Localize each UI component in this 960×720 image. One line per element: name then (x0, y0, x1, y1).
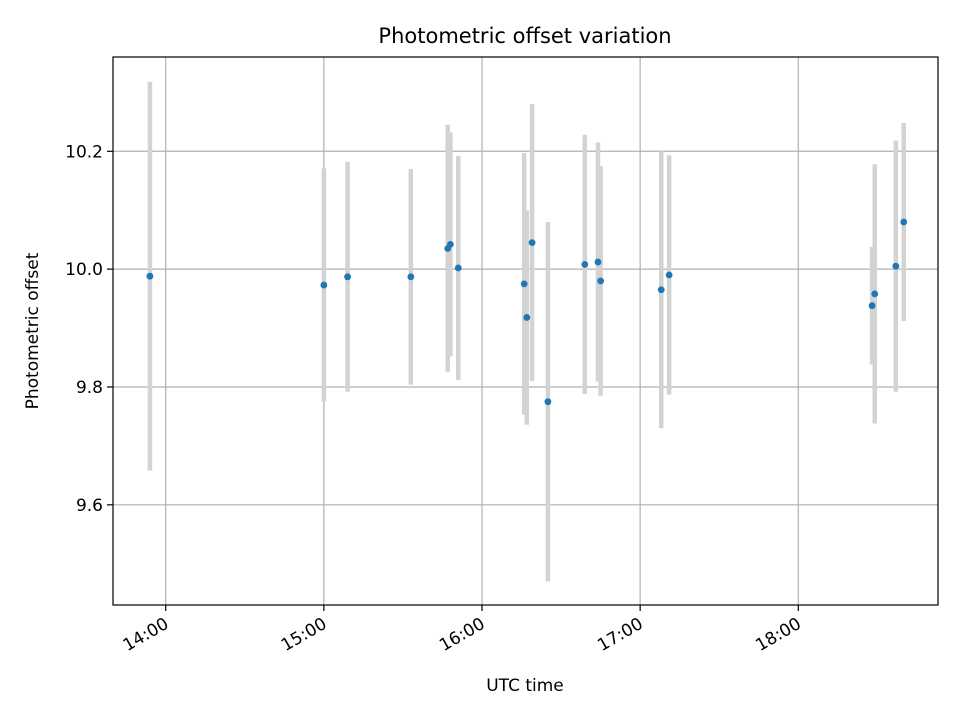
data-point (892, 262, 900, 270)
data-point (407, 273, 415, 281)
data-point (446, 240, 454, 248)
data-point (868, 302, 876, 310)
y-tick-label: 10.2 (65, 142, 103, 162)
chart-title: Photometric offset variation (378, 24, 671, 48)
data-point (597, 277, 605, 285)
data-point (900, 218, 908, 226)
data-point (871, 290, 879, 298)
data-point (528, 239, 536, 247)
data-point (523, 314, 531, 321)
data-points (146, 218, 908, 406)
data-point (454, 264, 462, 272)
y-tick-label: 10.0 (65, 260, 103, 280)
data-point (544, 398, 552, 406)
y-axis-label: Photometric offset (23, 252, 43, 409)
y-tick-label: 9.8 (76, 378, 103, 398)
data-point (520, 280, 528, 288)
data-point (581, 261, 589, 268)
data-point (665, 271, 673, 279)
y-tick-label: 9.6 (76, 496, 103, 516)
data-point (594, 258, 602, 266)
data-point (320, 281, 328, 289)
data-point (657, 286, 665, 294)
plot-area-frame (112, 56, 939, 606)
data-point (146, 272, 154, 280)
data-point (344, 273, 351, 281)
x-axis-label: UTC time (486, 676, 564, 696)
